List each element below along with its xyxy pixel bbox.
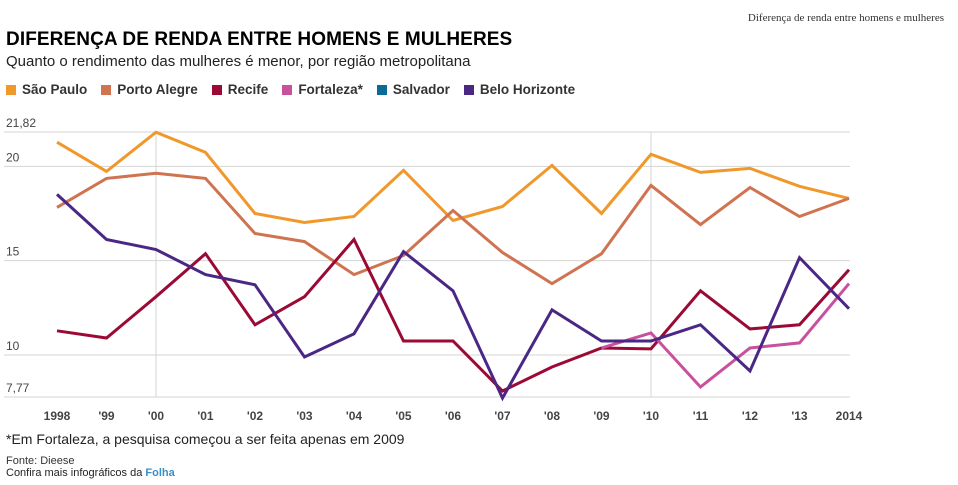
series-line-belo-horizonte [55,193,851,402]
folha-link[interactable]: Folha [145,467,175,479]
legend-item: São Paulo [6,82,87,97]
legend-label: Recife [227,82,269,97]
legend-swatch [101,84,112,95]
x-tick-label: '05 [395,409,412,423]
x-tick-label: '03 [296,409,313,423]
legend: São Paulo Porto Alegre Recife Fortaleza* Sal… [6,82,575,97]
legend-swatch [6,84,16,95]
page-caption: Diferença de renda entre homens e mulher… [747,12,944,24]
y-tick-label: 15 [6,245,20,259]
legend-item: Belo Horizonte [463,82,576,97]
x-tick-label: '13 [791,409,808,423]
legend-label: Belo Horizonte [479,82,576,97]
legend-swatch [282,84,293,95]
legend-item: Fortaleza* [282,82,363,97]
legend-label: São Paulo [22,82,88,97]
y-tick-label: 10 [6,339,20,353]
x-tick-label: '04 [346,409,363,423]
legend-label: Fortaleza* [298,82,363,97]
chart-title: DIFERENÇA DE RENDA ENTRE HOMENS E MULHER… [6,29,513,50]
source-credit: Fonte: Dieese [6,455,75,467]
legend-item: Recife [211,82,269,97]
x-tick-label: '10 [643,409,660,423]
line-chart: 7,77 10 15 20 21,82 1998 '99 '00 '01 '02 '03 '04 '05… [4,116,863,423]
x-tick-label: 1998 [44,409,71,423]
footnote: *Em Fortaleza, a pesquisa começou a ser … [6,431,405,447]
more-text: Confira mais infográficos da [6,467,146,479]
x-tick-label: '00 [148,409,165,423]
x-tick-label: '99 [98,409,115,423]
chart-subtitle: Quanto o rendimento das mulheres é menor… [6,53,471,70]
x-tick-label: '09 [593,409,610,423]
series-line-recife [56,236,851,393]
legend-swatch [376,84,387,95]
x-tick-label: '02 [247,409,264,423]
more-infographics: Confira mais infográficos da Folha [6,467,175,479]
legend-item: Porto Alegre [101,82,198,97]
y-tick-label: 20 [6,150,20,164]
x-tick-label: '12 [742,409,759,423]
x-tick-label: '06 [445,409,462,423]
x-tick-label: '08 [544,409,561,423]
x-tick-label: '11 [693,409,709,423]
x-tick-label: 2014 [836,409,863,423]
legend-item: Salvador [376,82,450,97]
legend-label: Salvador [392,82,450,97]
legend-label: Porto Alegre [117,82,198,97]
legend-swatch [463,84,474,95]
x-tick-label: '07 [494,409,511,423]
y-tick-label: 7,77 [6,381,30,395]
legend-swatch [211,84,222,95]
series-line-s-o-paulo [56,130,850,225]
x-tick-label: '01 [197,409,214,423]
y-tick-label: 21,82 [6,116,36,130]
series-line-porto-alegre [56,171,850,286]
series-line-fortaleza [601,282,851,390]
